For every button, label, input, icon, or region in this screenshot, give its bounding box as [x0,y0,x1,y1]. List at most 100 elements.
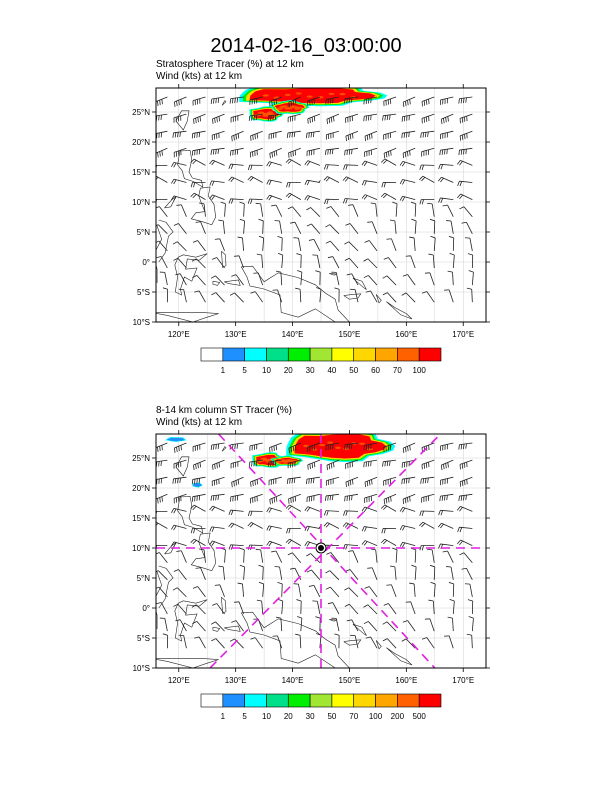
x-tick-label: 160°E [395,676,417,685]
colorbar-label: 100 [369,712,383,721]
coastline [375,640,382,650]
y-tick-label: 0° [142,258,150,267]
wind-barb [268,476,282,486]
wind-barb [440,113,454,125]
wind-barb [191,604,206,615]
wind-barb [421,147,435,157]
wind-barb [173,223,187,235]
wind-barb [323,510,339,516]
wind-barb [381,528,397,534]
top-panel-title-line2: Wind (kts) at 12 km [156,71,242,82]
wind-barb [266,525,282,531]
wind-barb [457,526,473,533]
map-content [156,434,486,668]
wind-barb [306,147,320,157]
wind-barb [239,547,245,563]
wind-barb [156,586,168,598]
wind-barb [171,541,187,548]
wind-barb [230,493,244,502]
wind-barb [350,288,359,303]
wind-barb [210,442,225,451]
wind-barb [448,236,455,251]
wind-barb [272,635,283,649]
wind-barb [228,198,244,204]
wind-barb [271,550,283,563]
y-tick-label: 20°N [132,484,150,493]
wind-barb [409,236,416,251]
wind-barb [402,274,416,286]
tracer-speckle [286,107,293,110]
wind-barb [325,586,340,598]
wind-barb [440,130,454,140]
wind-barb [214,238,225,252]
y-tick-label: 15°N [132,514,150,523]
wind-barb [255,548,264,563]
wind-barb [247,198,263,205]
wind-barb [269,442,282,453]
wind-barb [247,521,263,529]
wind-barb [266,194,282,201]
wind-barb [386,584,397,598]
wind-barb [382,113,397,121]
tracer-speckle [319,443,326,447]
wind-barb [209,505,225,512]
wind-barb [287,206,302,217]
wind-barb [410,201,417,217]
coastline [156,312,219,322]
wind-barb [258,235,265,251]
wind-barb [361,194,378,200]
y-tick-label: 10°N [132,198,150,207]
wind-barb [399,195,416,202]
wind-barb [156,493,168,505]
wind-barb [459,552,473,563]
wind-barb [192,96,206,106]
wind-barb [229,292,244,303]
wind-barb [429,218,436,234]
wind-barb [389,219,397,234]
colorbar-label: 100 [413,366,427,375]
wind-barb [173,493,187,504]
wind-barb [364,240,378,252]
wind-barb [389,565,397,580]
wind-barb [209,194,225,201]
wind-barb [218,219,225,234]
wind-barb [468,616,474,632]
colorbar-label: 500 [413,712,427,721]
colorbar-swatch [287,693,311,708]
y-tick-label: 0° [142,604,150,613]
wind-barb [286,182,301,188]
wind-barb [211,292,225,303]
wind-barb [449,252,455,269]
wind-barb [297,270,303,286]
wind-barb [331,271,340,286]
coastline [241,265,350,322]
coastline [352,623,367,636]
wind-barb [365,636,378,649]
wind-barb [288,147,301,158]
wind-barb [324,147,339,155]
wind-barb [266,540,282,547]
wind-barb [363,258,378,269]
y-tick-label: 5°N [137,574,151,583]
coastline [328,619,338,622]
wind-barb [268,130,282,140]
tracer-speckle [276,107,283,110]
wind-barb [190,504,206,512]
wind-barb [401,476,416,485]
wind-barb [209,159,225,166]
wind-barb [234,255,244,269]
wind-barb [258,581,265,597]
wind-barb [256,599,264,615]
wind-barb [424,272,435,286]
tracer-speckle [296,106,303,109]
wind-barb [364,476,378,488]
wind-barb [440,96,454,105]
wind-barb [210,621,225,632]
wind-barb [269,96,282,107]
wind-barb [297,616,303,632]
wind-barb [399,179,416,185]
wind-barb [210,147,225,155]
wind-barb [458,493,473,502]
wind-barb [361,540,378,546]
